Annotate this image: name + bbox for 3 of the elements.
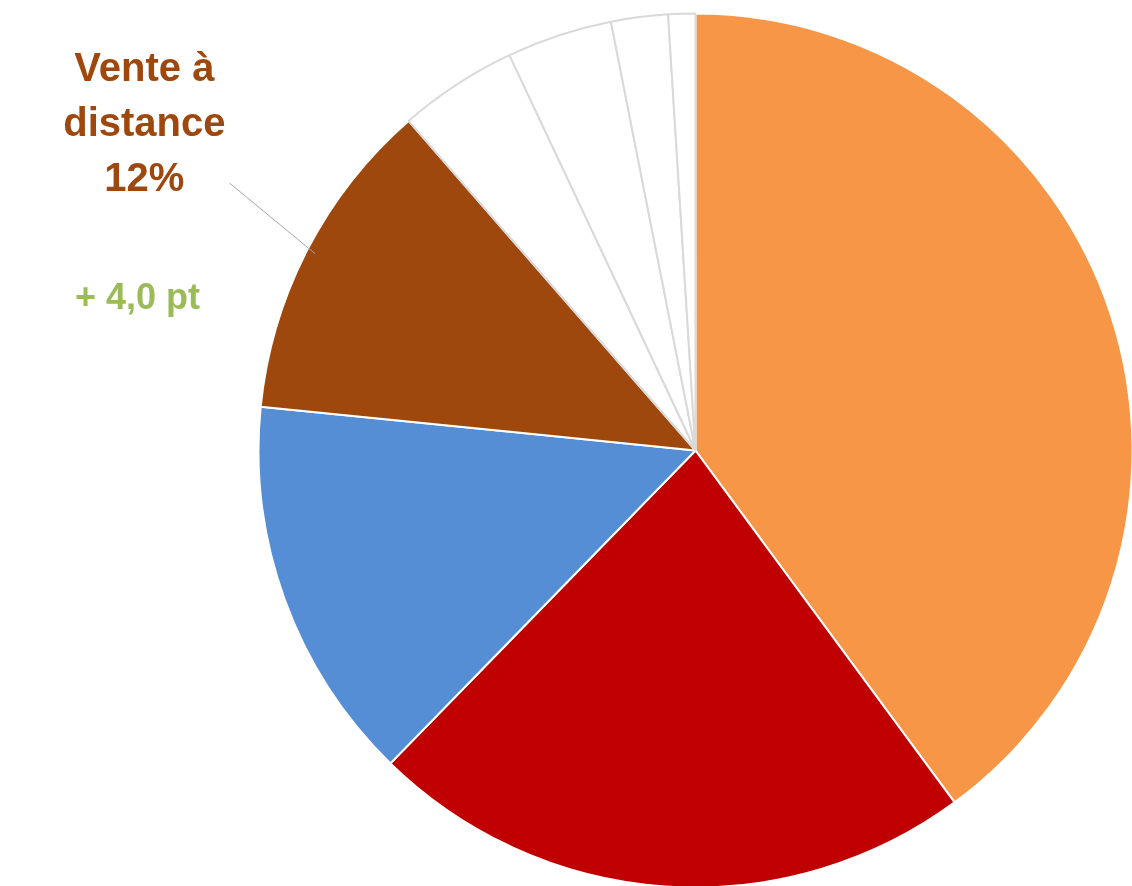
data-label: 12%: [104, 154, 185, 199]
text: + 4,0 pt: [74, 275, 201, 317]
slice-label: Vente à distance: [63, 44, 226, 144]
